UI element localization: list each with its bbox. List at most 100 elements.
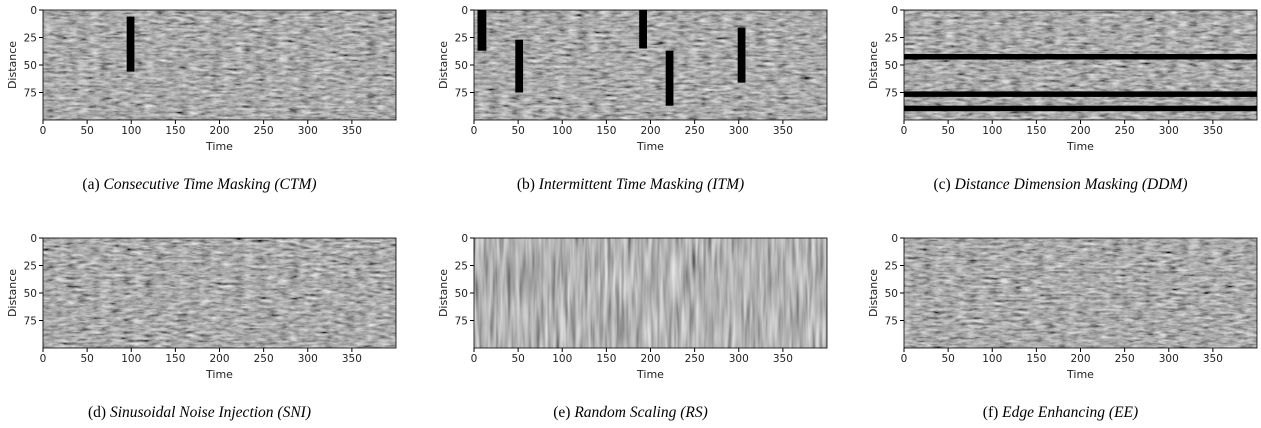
caption-label: (f) xyxy=(983,404,999,421)
caption-text: Distance Dimension Masking (DDM) xyxy=(954,176,1188,193)
x-tick-label: 350 xyxy=(773,353,793,365)
panel: 0 50 100 150 200 250 300 350 0 25 50 75 Time Distance… xyxy=(6,5,397,193)
x-tick-label: 200 xyxy=(640,353,660,365)
x-tick-label: 300 xyxy=(1159,353,1179,365)
y-axis-label: Distance xyxy=(437,41,450,89)
y-tick-label: 25 xyxy=(885,33,898,45)
panel: 0 50 100 150 200 250 300 350 0 25 50 75 Time Distance… xyxy=(867,233,1258,421)
y-axis-label: Distance xyxy=(437,269,450,317)
x-tick-label: 350 xyxy=(1203,125,1223,137)
mask-band xyxy=(904,54,1257,60)
y-tick-label: 0 xyxy=(461,5,468,17)
x-tick-label: 100 xyxy=(982,125,1002,137)
x-tick-label: 350 xyxy=(342,125,362,137)
x-axis-label: Time xyxy=(1066,140,1094,153)
y-axis-label: Distance xyxy=(6,269,19,317)
x-tick-label: 0 xyxy=(901,125,908,137)
x-tick-label: 50 xyxy=(80,125,93,137)
y-tick-label: 75 xyxy=(885,88,898,100)
caption: (f) Edge Enhancing (EE) xyxy=(983,404,1138,421)
x-tick-label: 50 xyxy=(80,353,93,365)
x-axis-label: Time xyxy=(1066,368,1094,381)
x-tick-label: 0 xyxy=(471,125,478,137)
y-tick-label: 50 xyxy=(24,288,37,300)
caption-text: Edge Enhancing (EE) xyxy=(1001,404,1138,421)
x-tick-label: 100 xyxy=(552,125,572,137)
caption-label: (e) xyxy=(553,404,570,421)
x-tick-label: 50 xyxy=(511,125,524,137)
y-tick-label: 25 xyxy=(24,261,37,273)
y-tick-label: 0 xyxy=(891,5,898,17)
x-tick-label: 150 xyxy=(596,353,616,365)
y-tick-label: 50 xyxy=(885,60,898,72)
x-tick-label: 100 xyxy=(121,353,141,365)
caption-label: (a) xyxy=(82,176,99,193)
x-tick-label: 150 xyxy=(1026,353,1046,365)
y-tick-label: 0 xyxy=(461,233,468,245)
x-tick-label: 250 xyxy=(254,353,274,365)
mask-band xyxy=(126,16,135,72)
x-tick-label: 300 xyxy=(1159,125,1179,137)
caption: (b) Intermittent Time Masking (ITM) xyxy=(517,176,744,193)
caption: (a) Consecutive Time Masking (CTM) xyxy=(82,176,316,193)
y-tick-label: 25 xyxy=(455,261,468,273)
x-tick-label: 250 xyxy=(685,353,705,365)
x-axis-label: Time xyxy=(636,140,664,153)
y-tick-label: 0 xyxy=(30,233,37,245)
y-tick-label: 25 xyxy=(24,33,37,45)
y-tick-label: 75 xyxy=(455,88,468,100)
x-tick-label: 200 xyxy=(209,353,229,365)
y-tick-label: 50 xyxy=(455,60,468,72)
x-tick-label: 350 xyxy=(773,125,793,137)
panel: 0 50 100 150 200 250 300 350 0 25 50 75 Time Distance… xyxy=(6,233,397,421)
caption: (e) Random Scaling (RS) xyxy=(553,404,708,421)
x-tick-label: 300 xyxy=(298,125,318,137)
x-tick-label: 150 xyxy=(165,353,185,365)
panel: 0 50 100 150 200 250 300 350 0 25 50 75 Time Distance… xyxy=(867,5,1258,193)
x-tick-label: 100 xyxy=(982,353,1002,365)
mask-band xyxy=(477,10,487,51)
y-axis-label: Distance xyxy=(6,41,19,89)
x-tick-label: 100 xyxy=(121,125,141,137)
y-tick-label: 50 xyxy=(24,60,37,72)
y-tick-label: 25 xyxy=(455,33,468,45)
x-tick-label: 200 xyxy=(1070,125,1090,137)
y-axis-label: Distance xyxy=(867,41,880,89)
y-axis-label: Distance xyxy=(867,269,880,317)
y-tick-label: 50 xyxy=(885,288,898,300)
x-tick-label: 200 xyxy=(209,125,229,137)
x-axis-label: Time xyxy=(636,368,664,381)
x-tick-label: 0 xyxy=(471,353,478,365)
x-tick-label: 350 xyxy=(342,353,362,365)
x-tick-label: 150 xyxy=(165,125,185,137)
x-axis-label: Time xyxy=(205,368,233,381)
x-tick-label: 50 xyxy=(511,353,524,365)
x-tick-label: 300 xyxy=(298,353,318,365)
y-tick-label: 75 xyxy=(885,316,898,328)
caption-text: Random Scaling (RS) xyxy=(573,404,707,421)
y-tick-label: 75 xyxy=(455,316,468,328)
x-tick-label: 0 xyxy=(901,353,908,365)
x-tick-label: 0 xyxy=(40,353,47,365)
mask-band xyxy=(737,27,746,83)
y-tick-label: 50 xyxy=(455,288,468,300)
x-tick-label: 250 xyxy=(1115,125,1135,137)
heatmap-image xyxy=(474,238,827,348)
x-tick-label: 250 xyxy=(1115,353,1135,365)
heatmap-image xyxy=(474,10,827,120)
caption-label: (d) xyxy=(88,404,106,421)
mask-band xyxy=(639,10,647,49)
y-tick-label: 25 xyxy=(885,261,898,273)
x-tick-label: 150 xyxy=(1026,125,1046,137)
caption: (c) Distance Dimension Masking (DDM) xyxy=(934,176,1188,193)
heatmap-image xyxy=(43,10,396,120)
caption-text: Consecutive Time Masking (CTM) xyxy=(103,176,316,193)
mask-band xyxy=(515,39,524,93)
x-axis-label: Time xyxy=(205,140,233,153)
y-tick-label: 75 xyxy=(24,88,37,100)
x-tick-label: 50 xyxy=(941,125,954,137)
x-tick-label: 200 xyxy=(640,125,660,137)
heatmap-image xyxy=(43,238,396,348)
mask-band xyxy=(904,91,1257,97)
